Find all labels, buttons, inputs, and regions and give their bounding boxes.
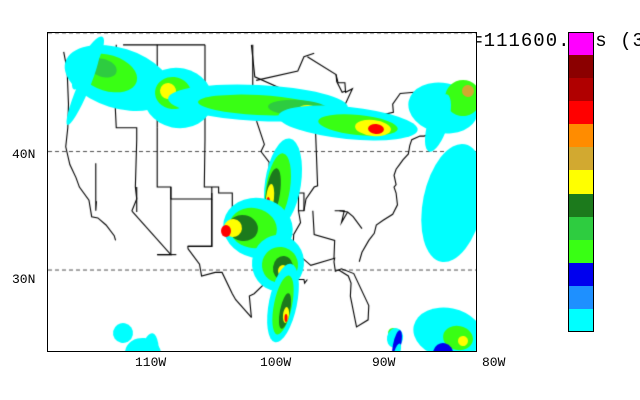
colorbar-swatch-025[interactable] [568, 286, 594, 309]
colorbar-swatch-50[interactable] [568, 101, 594, 124]
title-right-text: T=111600.0 s (31:00:00) [459, 30, 640, 52]
colorbar-swatch-2[interactable] [568, 240, 594, 263]
y-tick-30n: 30N [12, 272, 35, 287]
colorbar-swatch-5[interactable] [568, 217, 594, 240]
colorbar-swatch-75[interactable] [568, 78, 594, 101]
x-tick-80w: 80W [482, 355, 505, 370]
colorbar-swatch-250[interactable] [568, 32, 594, 55]
radar-map-window: 07:00Z Thu 30 May 2013 T=111600.0 s (31:… [0, 0, 640, 400]
x-tick-100w: 100W [260, 355, 291, 370]
us-precipitation-canvas [48, 33, 477, 352]
precipitation-colorbar[interactable]: 250.200.75.50.25.20.15.10.5.2.1.0.250.10… [568, 32, 594, 332]
us-map-panel[interactable] [47, 32, 477, 352]
colorbar-swatch-10[interactable] [568, 194, 594, 217]
x-tick-110w: 110W [135, 355, 166, 370]
colorbar-swatch-200[interactable] [568, 55, 594, 78]
x-tick-90w: 90W [372, 355, 395, 370]
colorbar-swatch-010[interactable] [568, 309, 594, 332]
colorbar-swatch-1[interactable] [568, 263, 594, 286]
y-tick-40n: 40N [12, 147, 35, 162]
colorbar-swatch-25[interactable] [568, 124, 594, 147]
colorbar-swatch-15[interactable] [568, 170, 594, 193]
colorbar-swatch-20[interactable] [568, 147, 594, 170]
